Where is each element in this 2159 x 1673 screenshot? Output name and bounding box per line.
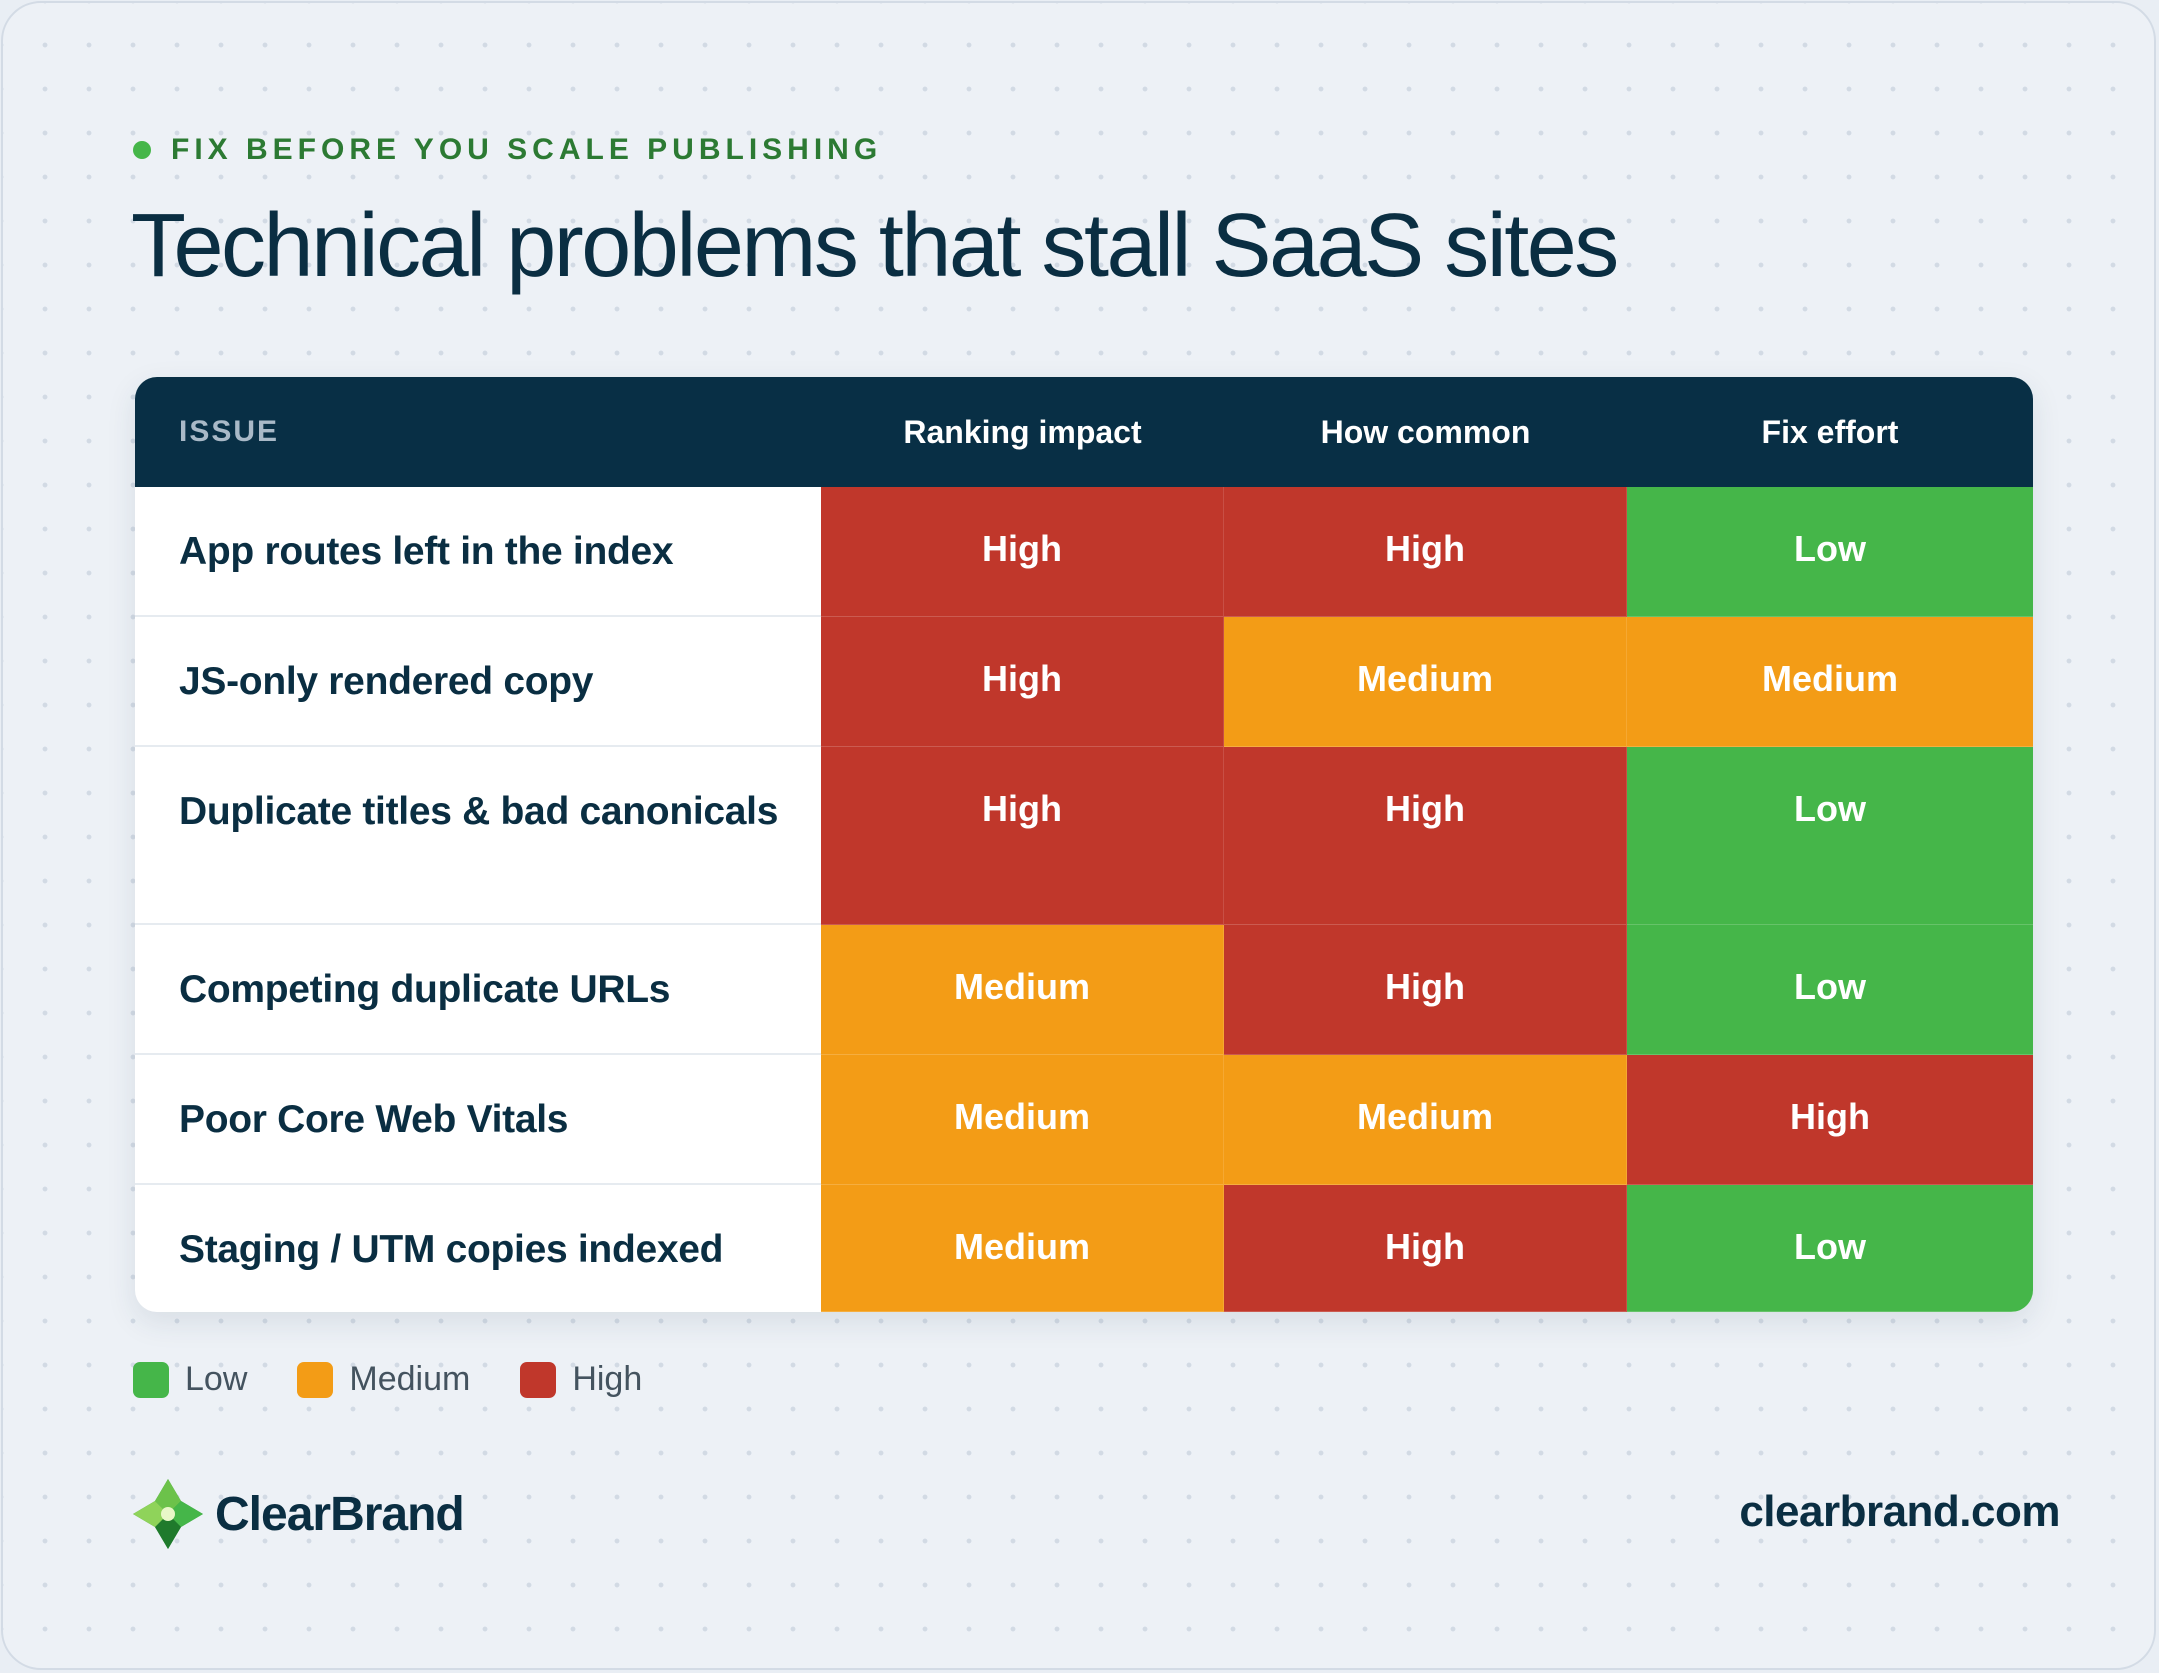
- rating-cell: High: [1224, 1185, 1627, 1312]
- brand-domain-link[interactable]: clearbrand.com: [1739, 1487, 2060, 1536]
- eyebrow: FIX BEFORE YOU SCALE PUBLISHING: [133, 133, 882, 167]
- rating-cell: Low: [1627, 487, 2033, 617]
- row-divider: [135, 745, 821, 747]
- legend-item: High: [520, 1360, 642, 1399]
- page-title: Technical problems that stall SaaS sites: [131, 196, 1619, 296]
- table-row: Staging / UTM copies indexed Medium High Lo…: [135, 1185, 2033, 1312]
- rating-cell: High: [1224, 925, 1627, 1055]
- brand-logo: ClearBrand: [131, 1477, 465, 1551]
- row-issue-label: App routes left in the index: [179, 530, 674, 573]
- rating-cell: High: [1224, 747, 1627, 925]
- rating-cell: Medium: [821, 1055, 1224, 1185]
- rating-cell: Medium: [1224, 1055, 1627, 1185]
- legend-item: Medium: [297, 1360, 470, 1399]
- legend-item: Low: [133, 1360, 247, 1399]
- rating-cell: Low: [1627, 1185, 2033, 1312]
- rating-cell: Medium: [1627, 617, 2033, 747]
- rating-cell: Medium: [821, 1185, 1224, 1312]
- row-issue-label: Staging / UTM copies indexed: [179, 1228, 724, 1271]
- eyebrow-dot-icon: [133, 141, 151, 159]
- legend-label: Low: [185, 1360, 248, 1398]
- row-divider: [135, 1183, 821, 1185]
- column-header-issue: ISSUE: [179, 415, 280, 448]
- rating-cell: Low: [1627, 925, 2033, 1055]
- brand-name: ClearBrand: [215, 1487, 465, 1541]
- table-header: ISSUE Ranking impact How common Fix effo…: [135, 377, 2033, 487]
- table-row: Duplicate titles & bad canonicals High Hig…: [135, 747, 2033, 925]
- rating-cell: High: [821, 747, 1224, 925]
- legend-swatch: [297, 1361, 334, 1398]
- column-header-fix-effort: Fix effort: [1761, 413, 1899, 450]
- eyebrow-text: FIX BEFORE YOU SCALE PUBLISHING: [171, 133, 883, 166]
- row-issue-label: JS-only rendered copy: [179, 660, 594, 703]
- rating-cell: High: [821, 617, 1224, 747]
- row-divider: [135, 1053, 821, 1055]
- table-row: Competing duplicate URLs Medium High Low: [135, 925, 2033, 1055]
- row-issue-label: Competing duplicate URLs: [179, 968, 671, 1011]
- clearbrand-logo-icon: [133, 1479, 203, 1549]
- legend-label: High: [572, 1360, 643, 1398]
- rating-cell: High: [1224, 487, 1627, 617]
- column-header-ranking-impact: Ranking impact: [903, 413, 1142, 450]
- legend-label: Medium: [349, 1360, 471, 1398]
- rating-cell: Low: [1627, 747, 2033, 925]
- rating-cell: High: [821, 487, 1224, 617]
- row-divider: [135, 615, 821, 617]
- row-divider: [135, 923, 821, 925]
- rating-cell: High: [1627, 1055, 2033, 1185]
- table-row: App routes left in the index High High Low: [135, 487, 2033, 617]
- table-row: Poor Core Web Vitals Medium Medium High: [135, 1055, 2033, 1185]
- legend-swatch: [133, 1361, 169, 1398]
- legend: Low Medium High: [133, 1360, 692, 1399]
- table-row: JS-only rendered copy High Medium Medium: [135, 617, 2033, 747]
- row-issue-label: Poor Core Web Vitals: [179, 1098, 569, 1141]
- issues-table: ISSUE Ranking impact How common Fix effo…: [135, 377, 2033, 1312]
- row-issue-label: Duplicate titles & bad canonicals: [179, 790, 779, 833]
- column-header-how-common: How common: [1320, 413, 1531, 450]
- rating-cell: Medium: [1224, 617, 1627, 747]
- legend-swatch: [520, 1361, 557, 1398]
- rating-cell: Medium: [821, 925, 1224, 1055]
